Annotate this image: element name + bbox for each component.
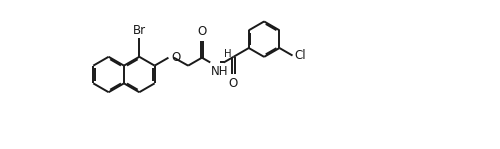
Text: H: H xyxy=(224,49,232,59)
Text: O: O xyxy=(198,25,206,38)
Text: Cl: Cl xyxy=(294,49,306,62)
Text: O: O xyxy=(172,51,180,64)
Text: NH: NH xyxy=(211,65,228,78)
Text: O: O xyxy=(229,77,238,90)
Text: Br: Br xyxy=(132,24,146,37)
